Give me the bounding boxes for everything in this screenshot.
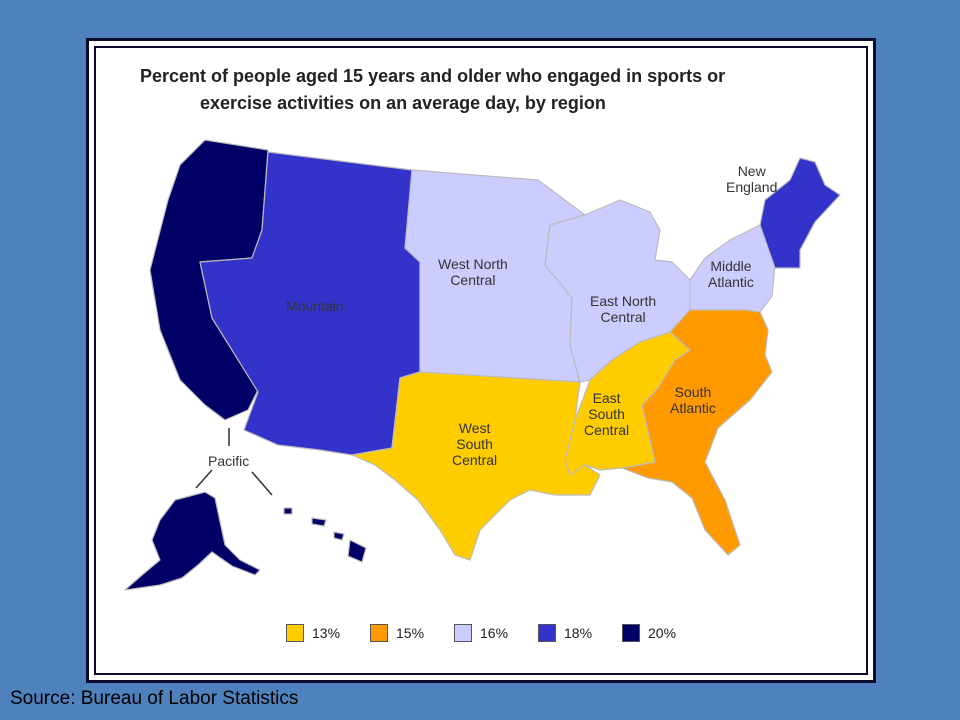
title-line-1: Percent of people aged 15 years and olde… [140,66,726,86]
label-line: East [592,390,621,406]
region-hawaii-3 [333,531,345,541]
region-west-south-central [351,371,601,561]
label-east-south-central: East South Central [584,390,629,438]
source-caption: Source: Bureau of Labor Statistics [10,688,299,709]
legend-label: 13% [312,625,341,641]
label-line: Middle [710,258,752,274]
label-east-north-central: East North Central [590,293,656,325]
label-line: East North [590,293,657,309]
pacific-leader-3 [251,471,273,496]
region-new-england [759,157,841,269]
region-alaska [124,491,261,591]
label-line: West North [438,256,508,272]
pacific-leader-2 [195,469,213,489]
legend-label: 16% [480,625,509,641]
label-pacific: Pacific [208,453,250,469]
label-line: Central [600,309,646,325]
label-west-south-central: West South Central [452,420,497,468]
legend-label: 20% [648,625,677,641]
label-line: Central [450,272,496,288]
legend-swatch [538,624,556,642]
legend-swatch [454,624,472,642]
region-hawaii-2 [311,517,327,527]
legend-label: 18% [564,625,593,641]
region-hawaii-1 [283,507,293,515]
label-line: South [674,384,712,400]
label-line: West [458,420,491,436]
label-line: Atlantic [670,400,716,416]
label-line: Central [452,452,498,468]
title-line-2: exercise activities on an average day, b… [200,93,606,113]
label-mountain: Mountain [286,298,344,314]
label-new-england: New England [726,163,777,195]
region-hawaii-4 [347,539,367,563]
label-line: Atlantic [708,274,754,290]
label-line: Central [584,422,630,438]
label-south-atlantic: South Atlantic [670,384,716,416]
label-line: South [456,436,493,452]
label-west-north-central: West North Central [438,256,508,288]
label-line: New [737,163,766,179]
legend-swatch [370,624,388,642]
legend-swatch [286,624,304,642]
label-middle-atlantic: Middle Atlantic [708,258,754,290]
legend-label: 15% [396,625,425,641]
map-title: Percent of people aged 15 years and olde… [140,63,840,117]
label-line: South [588,406,625,422]
label-line: England [726,179,778,195]
legend-swatch [622,624,640,642]
